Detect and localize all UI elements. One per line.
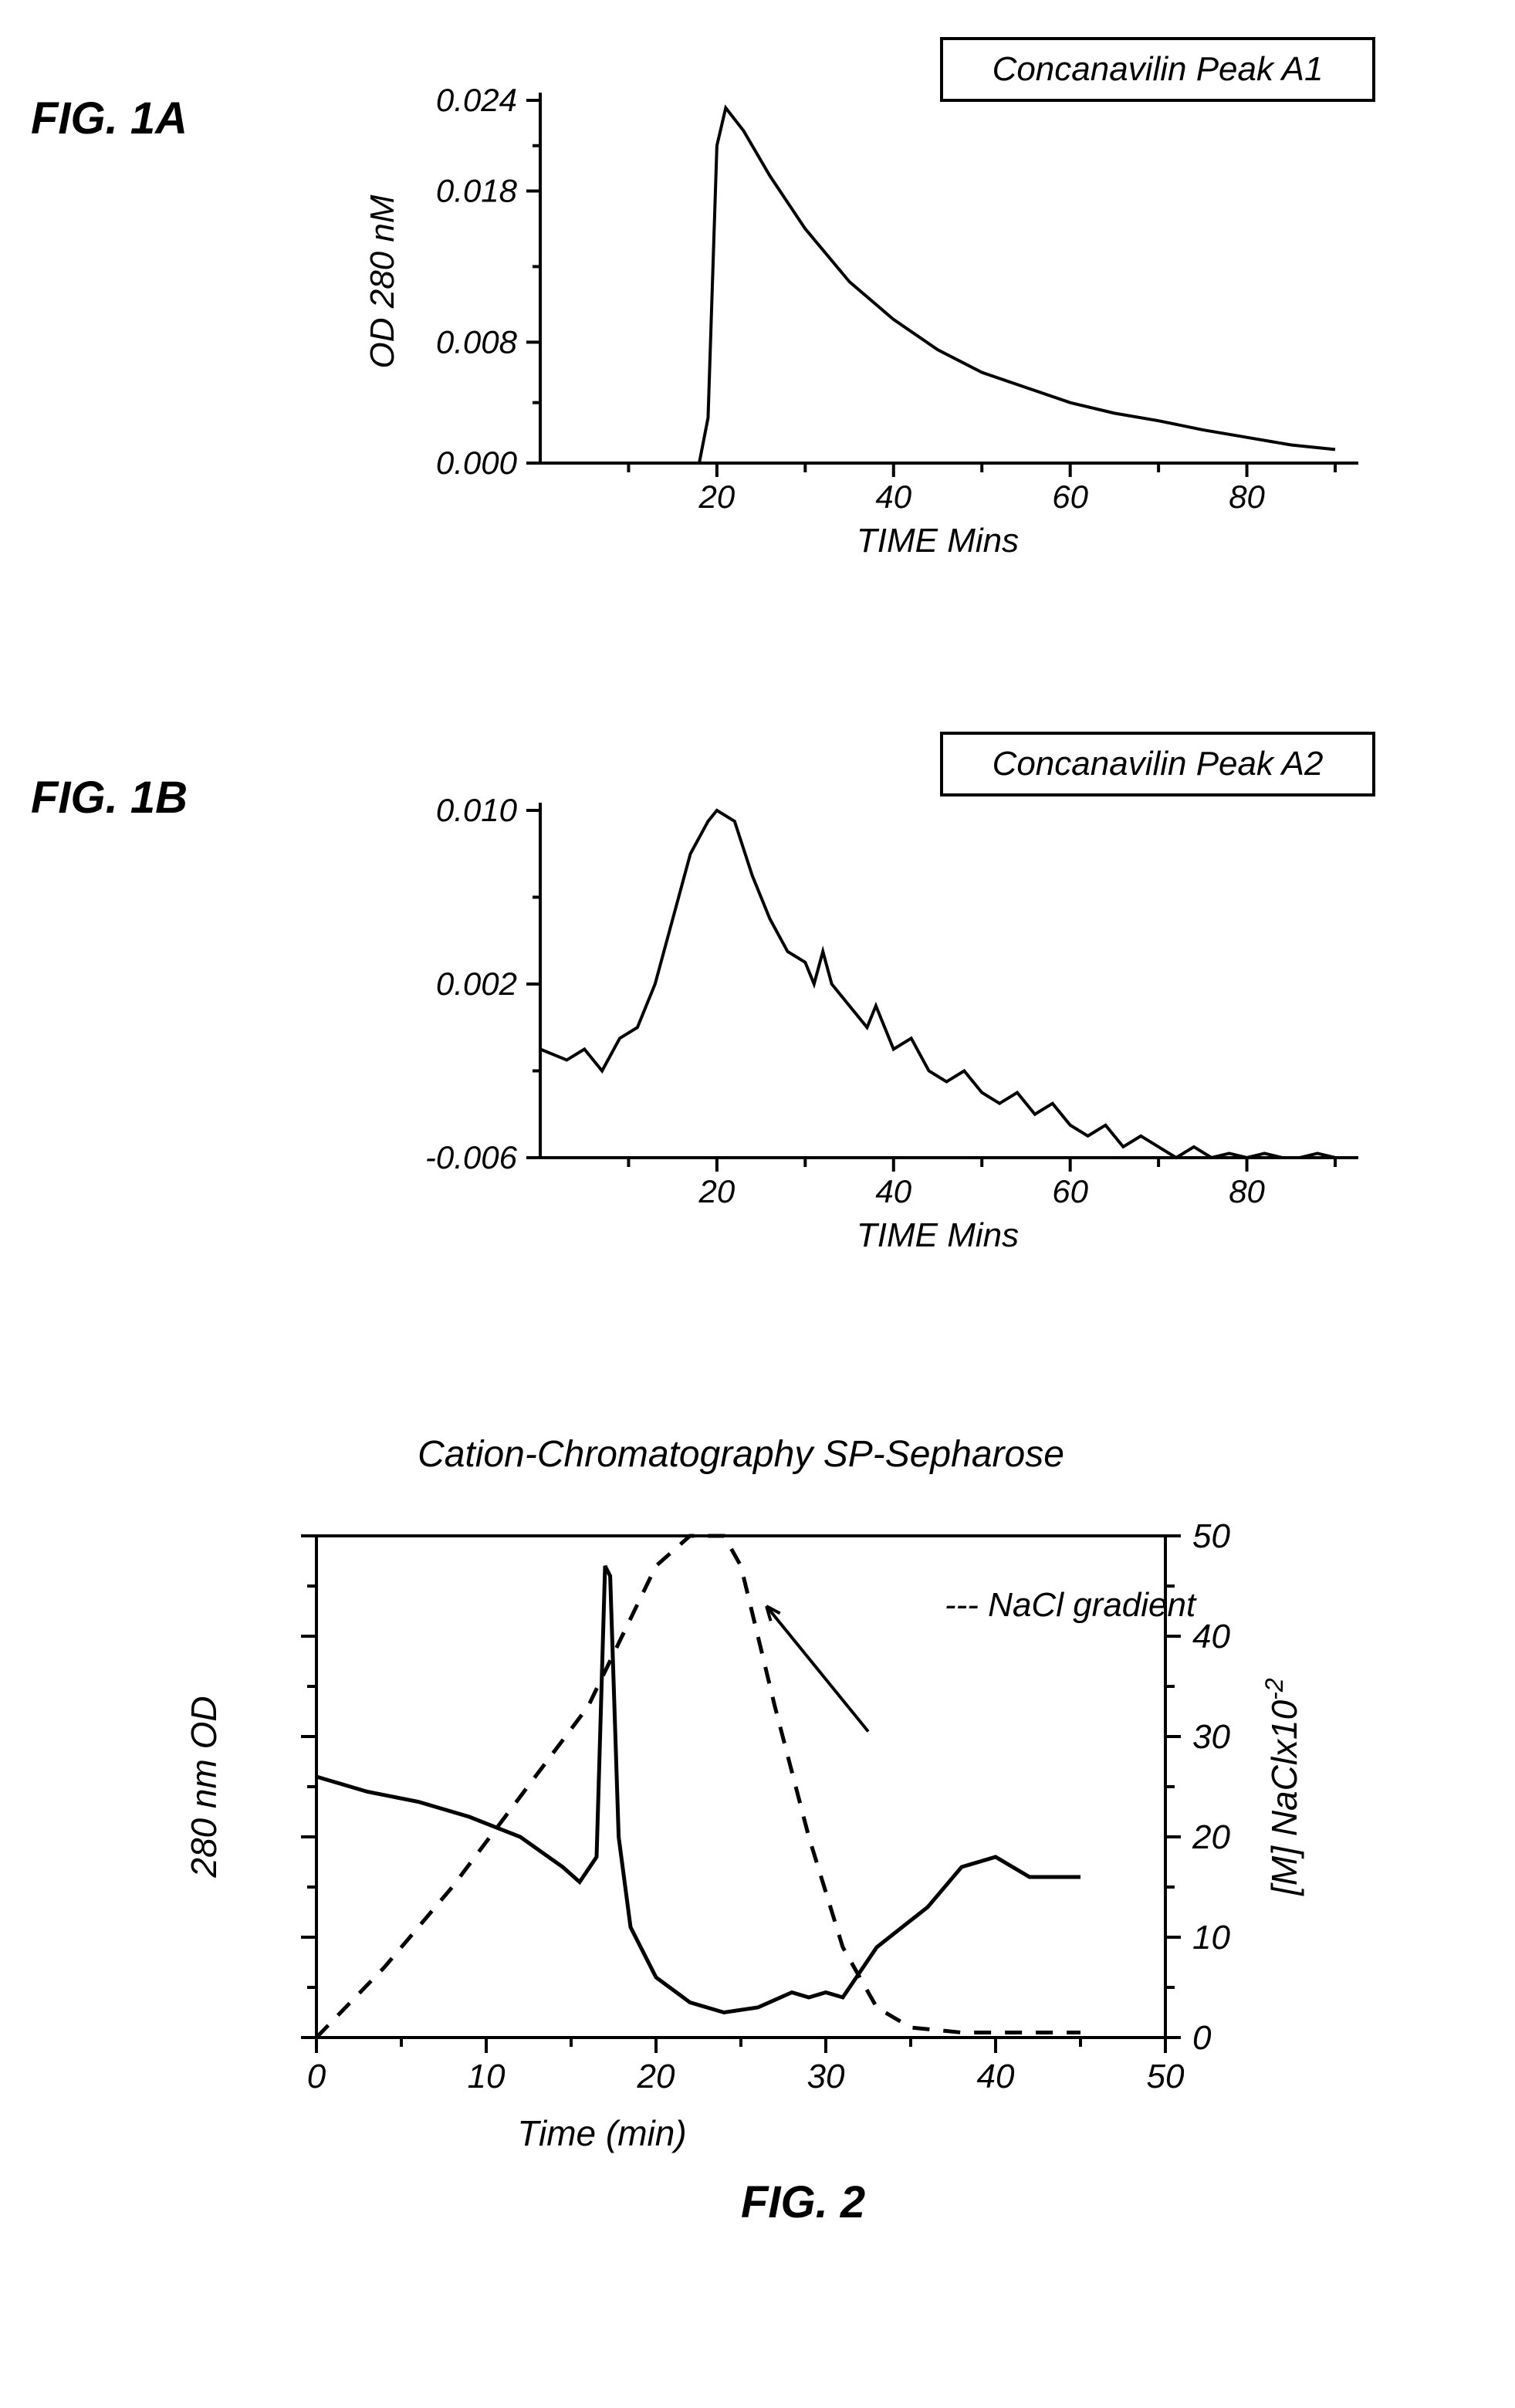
figure-1a: FIG. 1A Concanavilin Peak A1 0.000 0.008 0.… [31,31,1484,617]
fig1a-ylabel: OD 280 nM [364,194,401,368]
fig2-ytick-right: 0 [1192,2019,1212,2057]
fig1b-chart: Concanavilin Peak A2 -0.006 0.002 0.010 20 40… [347,725,1428,1266]
fig2-ytick-right: 40 [1192,1618,1230,1656]
fig1a-curve [540,108,1335,463]
fig2-ytick-right: 10 [1192,1919,1230,1956]
fig2-xtick: 0 [307,2058,326,2095]
fig2-ylabel-right: [M] NaClx10-2 [1260,1678,1304,1896]
fig1b-label: FIG. 1B [31,772,188,824]
figure-2: Cation-Chromatography SP-Sepharose 0 10 20 3… [31,1420,1484,2269]
fig1a-xtick: 20 [698,479,736,515]
fig2-title: Cation-Chromatography SP-Sepharose [418,1434,1064,1475]
fig1b-legend-text: Concanavilin Peak A2 [993,745,1324,783]
fig1a-ytick: 0.024 [436,82,517,118]
fig2-xtick: 30 [807,2058,845,2095]
fig2-chart: Cation-Chromatography SP-Sepharose 0 10 20 3… [123,1420,1436,2230]
fig1b-ytick: -0.006 [425,1139,518,1175]
fig2-xtick: 10 [468,2058,506,2095]
fig1a-chart: Concanavilin Peak A1 0.000 0.008 0.018 0.024… [347,31,1428,571]
fig2-xtick: 40 [977,2058,1015,2095]
fig1b-xtick: 40 [875,1173,911,1209]
fig1b-xtick: 20 [698,1173,736,1209]
fig1b-xlabel: TIME Mins [857,1216,1019,1254]
fig1a-ytick: 0.018 [436,173,518,209]
fig2-ylabel-left: 280 nm OD [184,1696,224,1878]
fig2-ytick-right: 20 [1192,1818,1230,1856]
fig2-label: FIG. 2 [741,2176,865,2228]
figure-1b: FIG. 1B Concanavilin Peak A2 -0.006 0.002 0… [31,725,1484,1312]
fig1a-xlabel: TIME Mins [857,522,1019,560]
fig1a-xtick: 60 [1052,479,1088,515]
fig2-xtick: 50 [1147,2058,1185,2095]
fig1b-xtick: 60 [1052,1173,1088,1209]
fig2-xtick: 20 [637,2058,675,2095]
fig1a-legend-text: Concanavilin Peak A1 [993,50,1324,88]
fig1a-label: FIG. 1A [31,93,188,144]
fig2-xlabel: Time (min) [517,2113,686,2153]
fig1a-ytick: 0.000 [436,445,518,481]
fig2-solid-curve [316,1566,1080,2013]
fig1b-ytick: 0.010 [436,792,518,828]
fig1a-ytick: 0.008 [436,323,518,360]
fig2-annotation: --- NaCl gradient [945,1586,1197,1624]
fig2-arrow-line [766,1606,868,1732]
fig2-ytick-right: 50 [1192,1517,1230,1555]
fig1b-ytick: 0.002 [436,966,517,1002]
fig1b-xtick: 80 [1229,1173,1265,1209]
fig1b-curve [540,810,1335,1158]
fig1a-xtick: 40 [875,479,911,515]
fig2-ytick-right: 30 [1192,1718,1230,1756]
fig1a-xtick: 80 [1229,479,1265,515]
